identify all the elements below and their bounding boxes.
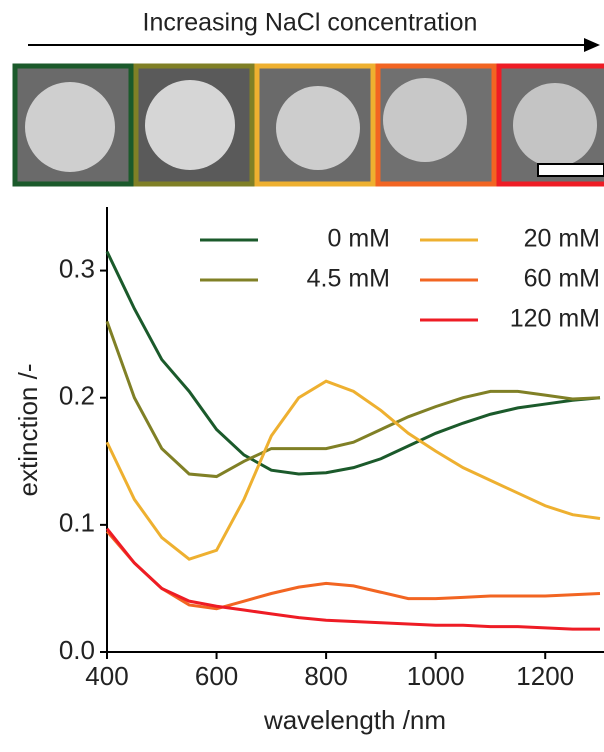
- particle: [513, 83, 597, 167]
- particle: [145, 80, 235, 170]
- scale-bar: [538, 164, 604, 176]
- y-tick-label: 0.1: [59, 508, 95, 538]
- legend-label: 60 mM: [524, 265, 600, 293]
- x-tick-label: 1000: [407, 661, 465, 691]
- series-line: [107, 529, 600, 629]
- y-tick-label: 0.2: [59, 381, 95, 411]
- header-text: Increasing NaCl concentration: [143, 9, 478, 37]
- particle: [276, 86, 360, 170]
- sem-images: [15, 66, 604, 184]
- y-tick-label: 0.3: [59, 253, 95, 283]
- legend-label: 120 mM: [510, 305, 600, 333]
- series-line: [107, 321, 600, 476]
- chart: Increasing NaCl concentration extinction…: [0, 0, 604, 747]
- x-tick-label: 600: [195, 661, 238, 691]
- legend-label: 0 mM: [328, 225, 391, 253]
- y-axis-label: extinction /-: [13, 364, 43, 497]
- x-tick-label: 800: [304, 661, 347, 691]
- x-tick-label: 1200: [516, 661, 574, 691]
- arrowhead: [584, 38, 600, 52]
- particle: [383, 78, 467, 162]
- legend-label: 20 mM: [524, 225, 600, 253]
- x-tick-label: 400: [85, 661, 128, 691]
- x-axis-label: wavelength /nm: [263, 705, 446, 735]
- legend-label: 4.5 mM: [307, 265, 390, 293]
- page: {"header_text": "Increasing NaCl concent…: [0, 0, 604, 752]
- particle: [25, 82, 115, 172]
